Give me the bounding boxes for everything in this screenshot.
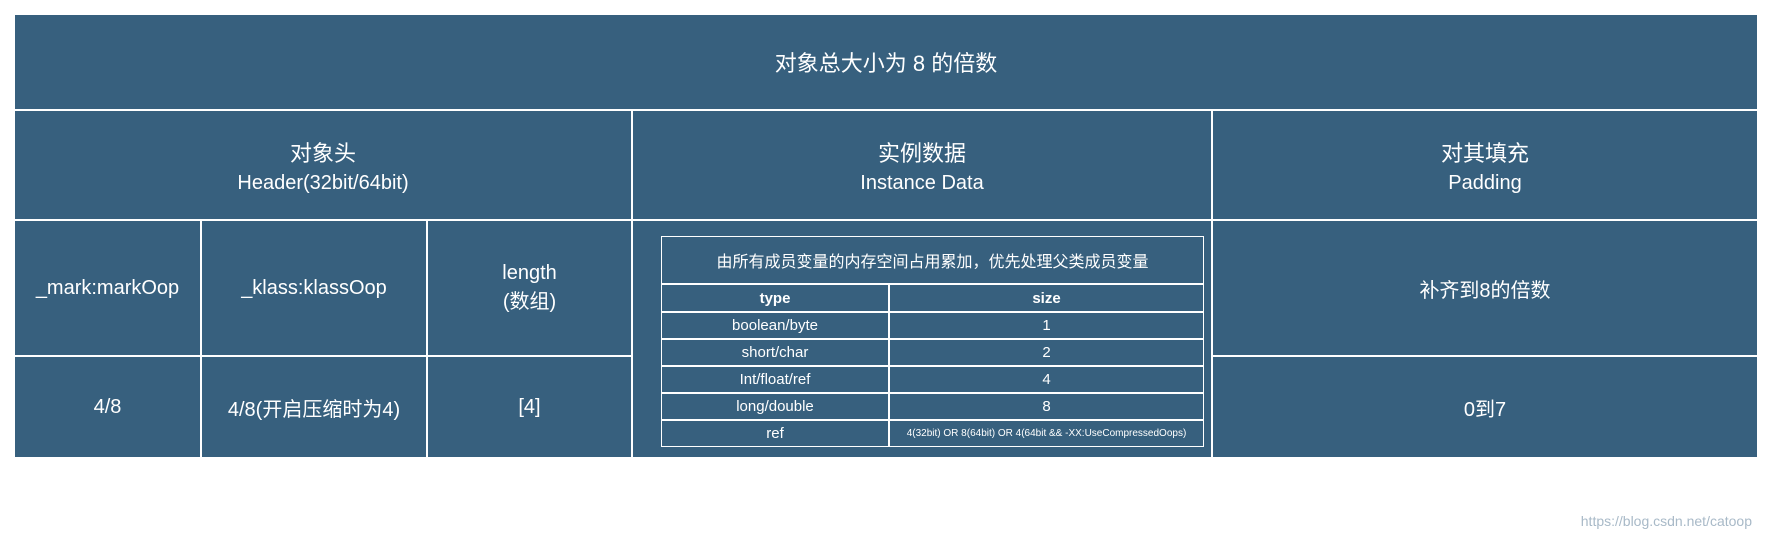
- section-header: 对象头 Header(32bit/64bit): [14, 110, 632, 220]
- diagram-root: 对象总大小为 8 的倍数 对象头 Header(32bit/64bit) 实例数…: [0, 0, 1772, 539]
- instance-table-desc: 由所有成员变量的内存空间占用累加，优先处理父类成员变量: [661, 236, 1204, 284]
- instance-col-size: size: [889, 284, 1204, 312]
- header-mark-size: 4/8: [94, 396, 122, 419]
- section-instance: 实例数据 Instance Data: [632, 110, 1212, 220]
- padding-desc-cell: 补齐到8的倍数: [1212, 220, 1758, 356]
- instance-type-cell: boolean/byte: [661, 312, 889, 339]
- instance-size-cell: 8: [889, 393, 1204, 420]
- instance-table: 由所有成员变量的内存空间占用累加，优先处理父类成员变量 type size bo…: [661, 236, 1204, 447]
- header-length-label1: length: [502, 262, 557, 285]
- instance-table-body: boolean/byte1short/char2Int/float/ref4lo…: [661, 312, 1204, 447]
- padding-desc: 补齐到8的倍数: [1419, 274, 1550, 303]
- instance-size-cell: 4(32bit) OR 8(64bit) OR 4(64bit && -XX:U…: [889, 420, 1204, 447]
- section-padding-en: Padding: [1448, 172, 1521, 195]
- header-klass-size: 4/8(开启压缩时为4): [228, 393, 400, 422]
- header-klass-size-cell: 4/8(开启压缩时为4): [201, 356, 427, 458]
- instance-type-cell: short/char: [661, 339, 889, 366]
- header-length-label-cell: length (数组): [427, 220, 632, 356]
- header-length-size: [4]: [518, 396, 540, 419]
- section-padding-cn: 对其填充: [1441, 136, 1529, 168]
- section-padding: 对其填充 Padding: [1212, 110, 1758, 220]
- instance-size-cell: 2: [889, 339, 1204, 366]
- instance-col-type: type: [661, 284, 889, 312]
- instance-type-cell: Int/float/ref: [661, 366, 889, 393]
- header-klass-label: _klass:klassOop: [241, 277, 387, 300]
- table-row: short/char2: [661, 339, 1204, 366]
- padding-range: 0到7: [1464, 393, 1506, 422]
- instance-size-cell: 1: [889, 312, 1204, 339]
- header-klass-label-cell: _klass:klassOop: [201, 220, 427, 356]
- header-mark-label: _mark:markOop: [36, 277, 179, 300]
- header-length-label2: (数组): [503, 285, 556, 314]
- section-header-cn: 对象头: [290, 136, 356, 168]
- header-mark-size-cell: 4/8: [14, 356, 201, 458]
- table-row: Int/float/ref4: [661, 366, 1204, 393]
- instance-size-cell: 4: [889, 366, 1204, 393]
- watermark: https://blog.csdn.net/catoop: [1581, 513, 1752, 529]
- header-mark-label-cell: _mark:markOop: [14, 220, 201, 356]
- section-instance-en: Instance Data: [860, 172, 983, 195]
- padding-range-cell: 0到7: [1212, 356, 1758, 458]
- section-header-en: Header(32bit/64bit): [237, 172, 408, 195]
- section-instance-cn: 实例数据: [878, 136, 966, 168]
- table-row: long/double8: [661, 393, 1204, 420]
- title-cell: 对象总大小为 8 的倍数: [14, 14, 1758, 110]
- instance-type-cell: ref: [661, 420, 889, 447]
- table-row: boolean/byte1: [661, 312, 1204, 339]
- title-text: 对象总大小为 8 的倍数: [775, 46, 997, 78]
- instance-type-cell: long/double: [661, 393, 889, 420]
- header-length-size-cell: [4]: [427, 356, 632, 458]
- table-row: ref4(32bit) OR 8(64bit) OR 4(64bit && -X…: [661, 420, 1204, 447]
